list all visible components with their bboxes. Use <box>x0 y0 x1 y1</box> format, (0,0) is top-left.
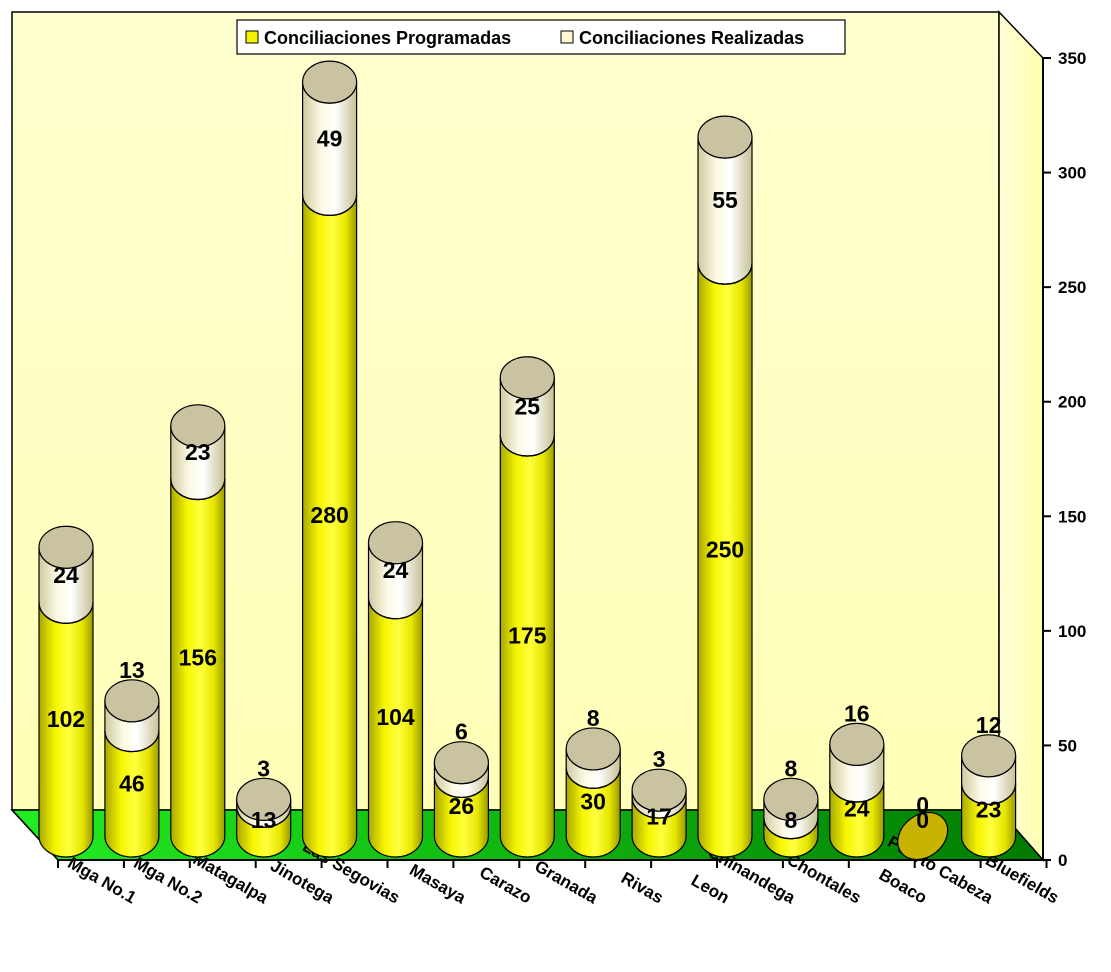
data-label-realizadas: 0 <box>916 792 929 818</box>
bar-seam <box>961 783 1017 805</box>
y-tick-label: 350 <box>1058 49 1086 68</box>
bar-group: 30 8 <box>565 705 621 858</box>
x-tick-label: Granada <box>532 857 602 908</box>
bar-seam <box>170 478 226 501</box>
bar-group: 26 6 <box>433 719 489 858</box>
data-label-programadas: 175 <box>508 623 547 649</box>
data-label-programadas: 17 <box>646 804 672 830</box>
x-tick-label: Carazo <box>476 863 535 908</box>
bar-seam <box>697 263 753 285</box>
bar-empty <box>897 811 949 861</box>
bar-top <box>960 734 1017 778</box>
bar-top <box>565 727 621 771</box>
bar-seam <box>104 730 160 753</box>
data-label-realizadas: 3 <box>653 746 666 772</box>
y-tick-label: 300 <box>1058 164 1086 183</box>
bar-top <box>763 777 819 821</box>
bar-top <box>104 679 160 723</box>
data-label-realizadas: 12 <box>976 712 1002 738</box>
bar-group: 102 24 <box>38 525 94 858</box>
bar-top <box>170 404 226 448</box>
data-label-realizadas: 6 <box>455 719 468 745</box>
bar-group: 156 23 <box>170 404 226 858</box>
bar-group: 13 3 <box>236 755 292 858</box>
data-label-programadas: 13 <box>251 807 277 833</box>
y-axis: 0 50 100 150 200 250 300 350 <box>1042 49 1086 870</box>
bar-group: 00 <box>897 792 949 861</box>
bar-seam <box>631 797 687 819</box>
bar-seam <box>829 781 885 803</box>
data-label-programadas: 250 <box>706 537 744 563</box>
legend-swatch-programadas <box>245 30 259 44</box>
legend: Conciliaciones Programadas Conciliacione… <box>236 19 846 55</box>
data-label-programadas: 104 <box>376 704 415 730</box>
x-tick-label: Rivas <box>618 868 667 907</box>
bar-group: 24 16 <box>829 700 885 858</box>
y-tick-label: 150 <box>1058 507 1086 526</box>
bar-seam <box>38 602 94 624</box>
side-wall <box>998 10 1044 862</box>
x-tick-label: Boaco <box>876 865 931 907</box>
data-label-realizadas: 55 <box>712 187 738 213</box>
data-label-realizadas: 25 <box>515 393 541 419</box>
data-label-realizadas: 49 <box>317 125 343 151</box>
bar-group: 88 <box>763 755 819 858</box>
bar-top <box>38 525 94 569</box>
data-label-programadas: 8 <box>785 807 798 833</box>
data-label-programadas: 156 <box>179 644 217 670</box>
bar-seam <box>236 806 292 828</box>
bar-top <box>631 768 687 812</box>
data-label-realizadas: 24 <box>383 557 409 583</box>
bar-top <box>697 115 753 159</box>
data-label-realizadas: 24 <box>53 562 79 588</box>
legend-swatch-realizadas <box>560 30 574 44</box>
x-tick-label: Masaya <box>406 860 469 907</box>
bar-seam <box>367 597 424 620</box>
data-label-programadas: 280 <box>310 502 348 528</box>
bar-group: 175 25 <box>499 356 555 858</box>
data-label-realizadas: 13 <box>119 657 145 683</box>
y-tick-label: 100 <box>1058 622 1086 641</box>
bar-top <box>302 60 358 104</box>
y-tick-label: 200 <box>1058 393 1086 412</box>
bar-group: 280 49 <box>302 60 358 858</box>
data-label-programadas: 24 <box>844 796 870 822</box>
bar-seam <box>302 194 358 216</box>
bar-top <box>236 777 292 821</box>
bar-group: 23 12 <box>960 712 1017 858</box>
legend-label-realizadas: Conciliaciones Realizadas <box>579 28 804 48</box>
y-tick-label: 250 <box>1058 278 1086 297</box>
data-label-realizadas: 16 <box>844 700 870 726</box>
data-label-realizadas: 8 <box>785 755 798 781</box>
data-label-realizadas: 3 <box>257 755 270 781</box>
bar-top <box>367 521 424 565</box>
bar-top <box>433 741 489 785</box>
x-tick-label: Leon <box>688 871 733 908</box>
data-label-programadas: 46 <box>119 770 145 796</box>
bar-seam <box>433 776 489 799</box>
bar-group: 104 24 <box>367 521 424 858</box>
bar-seam <box>565 767 621 789</box>
bar-group: 46 13 <box>104 657 160 858</box>
y-tick-label: 0 <box>1058 851 1067 870</box>
bar-group: 250 55 <box>697 115 753 858</box>
legend-box <box>236 19 846 55</box>
data-label-programadas: 23 <box>976 797 1002 823</box>
bar-top <box>829 722 885 766</box>
bar-top <box>499 356 555 400</box>
x-tick-label: Mga No.1 <box>65 853 140 907</box>
data-label-realizadas: 23 <box>185 439 211 465</box>
bar-seam <box>499 434 555 457</box>
bar-seam <box>763 817 819 840</box>
data-label-programadas: 30 <box>580 789 606 815</box>
data-label-programadas: 0 <box>916 807 929 833</box>
y-tick-label: 50 <box>1058 736 1077 755</box>
bar-group: 17 3 <box>631 746 687 858</box>
data-label-programadas: 102 <box>47 706 85 732</box>
data-label-programadas: 26 <box>449 793 475 819</box>
legend-label-programadas: Conciliaciones Programadas <box>264 28 511 48</box>
data-label-realizadas: 8 <box>587 705 600 731</box>
